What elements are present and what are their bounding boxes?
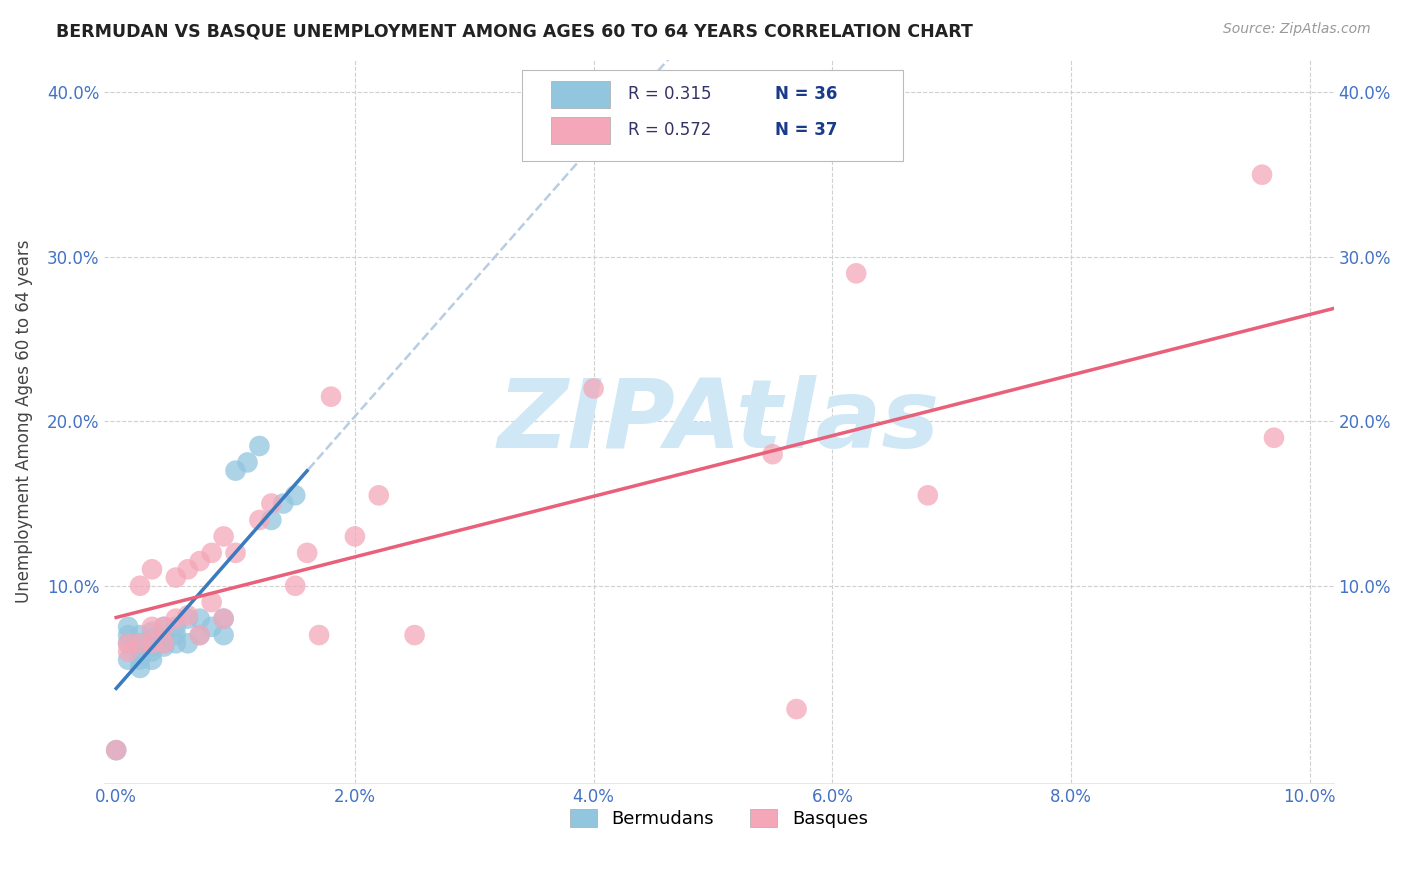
Point [117, 653, 139, 667]
Point [260, 513, 283, 527]
Point [1251, 168, 1274, 182]
Point [260, 496, 283, 510]
Point [271, 496, 294, 510]
FancyBboxPatch shape [551, 117, 610, 145]
Point [141, 624, 163, 639]
Point [153, 640, 176, 654]
Point [188, 612, 211, 626]
Point [212, 529, 235, 543]
Text: BERMUDAN VS BASQUE UNEMPLOYMENT AMONG AGES 60 TO 64 YEARS CORRELATION CHART: BERMUDAN VS BASQUE UNEMPLOYMENT AMONG AG… [56, 22, 973, 40]
Legend: Bermudans, Basques: Bermudans, Basques [562, 802, 875, 836]
Point [129, 636, 152, 650]
Point [201, 595, 224, 609]
Point [153, 636, 176, 650]
Point [105, 743, 128, 757]
Point [177, 608, 200, 623]
Point [177, 562, 200, 576]
Point [141, 636, 163, 650]
Point [129, 579, 152, 593]
Point [201, 620, 224, 634]
Point [141, 644, 163, 658]
Y-axis label: Unemployment Among Ages 60 to 64 years: Unemployment Among Ages 60 to 64 years [15, 240, 32, 603]
Point [177, 636, 200, 650]
Point [129, 661, 152, 675]
FancyBboxPatch shape [551, 80, 610, 108]
Point [117, 620, 139, 634]
Point [141, 640, 163, 654]
Point [165, 636, 187, 650]
Point [212, 612, 235, 626]
Point [762, 447, 785, 461]
Point [201, 546, 224, 560]
Point [141, 636, 163, 650]
Point [249, 439, 271, 453]
Text: R = 0.315: R = 0.315 [628, 86, 711, 103]
Point [225, 464, 247, 478]
Point [295, 546, 318, 560]
Text: N = 37: N = 37 [776, 121, 838, 139]
Point [141, 562, 163, 576]
Point [249, 513, 271, 527]
Point [404, 628, 426, 642]
Point [117, 644, 139, 658]
Point [212, 612, 235, 626]
Point [165, 628, 187, 642]
Point [177, 612, 200, 626]
Point [141, 620, 163, 634]
Point [153, 620, 176, 634]
Point [225, 546, 247, 560]
Point [582, 381, 605, 395]
FancyBboxPatch shape [522, 70, 903, 161]
Point [1263, 431, 1285, 445]
Point [236, 455, 259, 469]
Point [343, 529, 366, 543]
Point [165, 620, 187, 634]
Point [188, 628, 211, 642]
Text: Source: ZipAtlas.com: Source: ZipAtlas.com [1223, 22, 1371, 37]
Point [117, 636, 139, 650]
Point [129, 653, 152, 667]
Text: ZIPAtlas: ZIPAtlas [498, 375, 941, 467]
Point [319, 390, 342, 404]
Point [129, 636, 152, 650]
Point [212, 628, 235, 642]
Text: N = 36: N = 36 [776, 86, 838, 103]
Point [117, 636, 139, 650]
Point [153, 620, 176, 634]
Point [153, 636, 176, 650]
Point [129, 628, 152, 642]
Point [129, 644, 152, 658]
Point [188, 628, 211, 642]
Point [117, 628, 139, 642]
Point [165, 570, 187, 584]
Point [141, 632, 163, 646]
Text: R = 0.572: R = 0.572 [628, 121, 711, 139]
Point [367, 488, 389, 502]
Point [917, 488, 939, 502]
Point [141, 653, 163, 667]
Point [165, 612, 187, 626]
Point [308, 628, 330, 642]
Point [153, 632, 176, 646]
Point [845, 266, 868, 280]
Point [105, 743, 128, 757]
Point [786, 702, 808, 716]
Point [284, 579, 307, 593]
Point [188, 554, 211, 568]
Point [284, 488, 307, 502]
